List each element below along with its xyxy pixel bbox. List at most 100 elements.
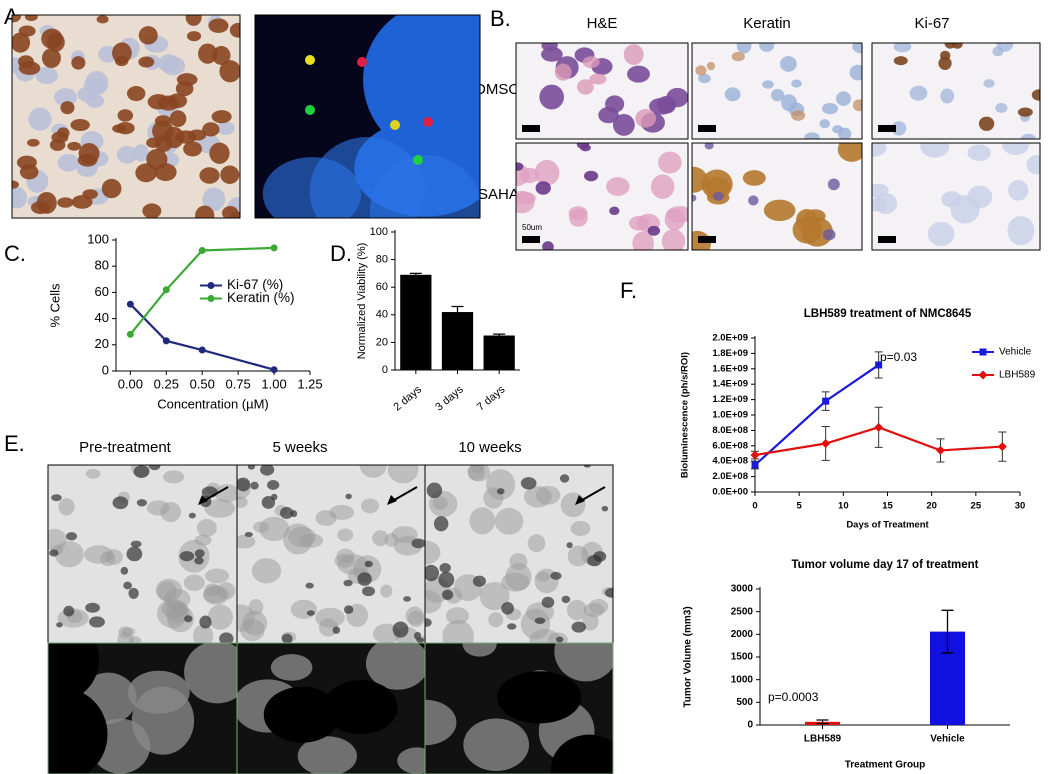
cell (132, 144, 149, 162)
cell (978, 116, 995, 131)
cell (138, 26, 158, 45)
cell (589, 73, 607, 85)
cell (920, 143, 950, 158)
panel-label: C. (4, 241, 26, 266)
cell (583, 170, 599, 182)
cell (176, 73, 198, 87)
annotation: p=0.0003 (768, 690, 819, 704)
x-tick-label: 0 (752, 501, 757, 512)
cell (251, 558, 282, 584)
cell (520, 167, 540, 184)
cell (337, 528, 354, 542)
x-tick-label: Vehicle (930, 734, 965, 745)
marker (126, 300, 134, 308)
cell (593, 551, 607, 562)
marker (821, 438, 831, 448)
cell (441, 589, 454, 600)
row-header: DMSO (475, 81, 520, 98)
y-tick-label: 1500 (731, 652, 754, 663)
cell (967, 185, 993, 209)
fish-spot (413, 155, 423, 165)
marker (875, 361, 883, 369)
y-tick-label: 3000 (731, 584, 754, 595)
y-tick-label: 40 (376, 309, 388, 321)
cell (582, 56, 600, 69)
cell (425, 564, 440, 582)
x-tick-label: 25 (971, 501, 982, 512)
cell (216, 121, 235, 135)
series-line (129, 246, 275, 336)
y-tick-label: 0 (747, 720, 753, 731)
cell (472, 575, 486, 587)
cell (967, 144, 991, 161)
cell (260, 465, 275, 476)
cells (539, 43, 688, 136)
cell (874, 192, 898, 215)
cell (1017, 107, 1033, 117)
x-tick-label: 1.00 (261, 376, 286, 391)
y-tick-label: 0.0E+00 (712, 487, 748, 498)
cell (763, 199, 796, 222)
x-tick-label: 0.50 (190, 376, 215, 391)
marker (270, 366, 278, 374)
cell (198, 43, 218, 64)
legend-marker (979, 348, 987, 356)
cell (259, 516, 290, 541)
marker (270, 244, 278, 252)
cell (819, 119, 830, 129)
cell (365, 643, 425, 690)
cell (362, 586, 375, 597)
cell (120, 566, 129, 575)
cell (494, 507, 524, 535)
cell (41, 48, 61, 68)
error-bar (451, 305, 464, 313)
cell (345, 493, 352, 500)
cell (488, 612, 504, 628)
y-tick-label: 80 (376, 254, 388, 266)
cell (380, 584, 393, 598)
cell (261, 495, 276, 509)
cells (48, 643, 237, 774)
cell (123, 581, 132, 590)
frame (515, 42, 689, 140)
y-tick-label: 2.0E+09 (712, 333, 748, 344)
cell (117, 109, 134, 122)
cell (559, 474, 570, 483)
cell (770, 89, 785, 102)
cell (357, 572, 372, 586)
cell (635, 109, 657, 128)
cell (1020, 133, 1036, 139)
bar (400, 274, 432, 370)
marker (162, 286, 170, 294)
cell (822, 229, 836, 241)
scale-bar-label: 50um (522, 223, 542, 232)
cell (369, 155, 480, 218)
cell (163, 470, 185, 484)
cell (187, 31, 202, 42)
cells (872, 143, 1040, 246)
panel-label: D. (330, 241, 352, 266)
images: 50um (11, 14, 1041, 774)
cell (507, 623, 517, 630)
cell (28, 107, 52, 131)
cell (290, 599, 317, 620)
legend-label: Vehicle (999, 347, 1032, 358)
cell (496, 488, 505, 495)
cell (872, 143, 887, 157)
cells (516, 143, 688, 250)
cell (392, 621, 409, 638)
cell (116, 146, 138, 164)
frame (515, 142, 689, 251)
cell (583, 465, 591, 468)
cell (57, 197, 74, 208)
column-header: Keratin (743, 15, 791, 32)
cell (781, 94, 798, 112)
cell (41, 28, 63, 49)
bar (441, 312, 474, 370)
cell (56, 622, 63, 628)
y-tick-label: 60 (376, 281, 388, 293)
cell (706, 61, 716, 71)
cell (237, 496, 248, 508)
cell (219, 60, 240, 83)
cell (397, 747, 425, 774)
